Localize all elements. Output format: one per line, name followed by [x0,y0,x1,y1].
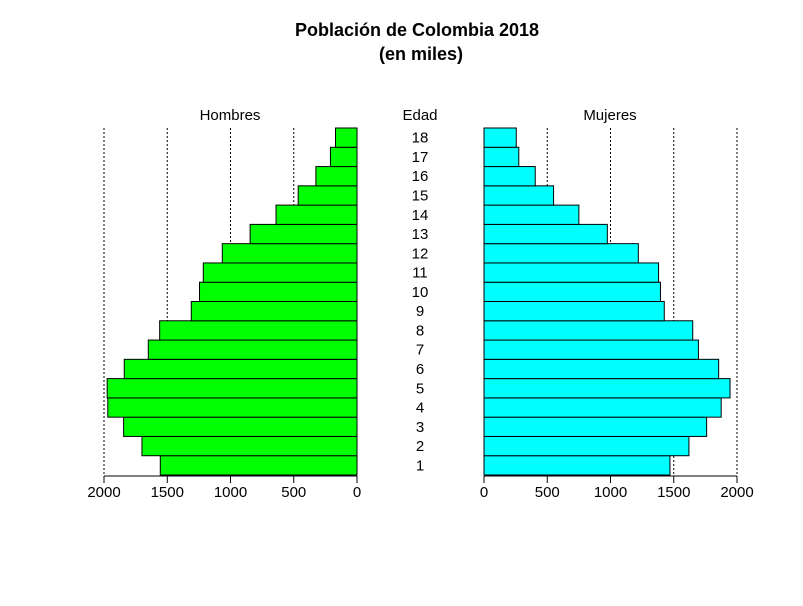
mujeres-bar-16 [483,166,536,187]
age-label-7: 7 [416,342,424,359]
hombres-bar-5 [106,378,358,399]
chart-subtitle: (en miles) [379,44,463,64]
hombres-bar-12 [221,243,358,264]
mujeres-bar-1 [483,455,671,476]
mujeres-bar-5 [483,378,731,399]
age-label-15: 15 [412,187,429,204]
mujeres-tick-label: 2000 [720,484,753,501]
hombres-bar-15 [297,185,358,206]
age-label-17: 17 [412,149,429,166]
hombres-tick-label: 500 [281,484,306,501]
hombres-bar-3 [123,416,358,437]
mujeres-bar-2 [483,435,690,457]
mujeres-bar-14 [483,204,580,225]
hombres-bar-6 [123,358,358,380]
mujeres-bars [483,127,731,476]
mujeres-bar-3 [483,416,708,437]
mujeres-tick-label: 500 [535,484,560,501]
hombres-bar-2 [141,435,358,457]
mujeres-bar-18 [483,127,517,148]
mujeres-bar-15 [483,185,555,206]
age-label-11: 11 [412,265,428,282]
mujeres-bar-11 [483,262,660,283]
hombres-bar-14 [275,204,358,225]
age-label-13: 13 [412,226,429,243]
age-label-14: 14 [412,207,429,224]
age-label-9: 9 [416,303,424,320]
mujeres-tick-label: 0 [480,484,488,501]
age-label-4: 4 [416,400,424,417]
mujeres-x-axis: 0 500 1000 1500 2000 [480,475,754,501]
age-label-2: 2 [416,438,424,455]
age-label-5: 5 [416,380,424,397]
hombres-bar-1 [159,455,358,476]
age-label-16: 16 [412,168,429,185]
hombres-bar-16 [315,166,358,187]
hombres-bar-13 [249,223,358,245]
age-label-6: 6 [416,361,424,378]
age-label-10: 10 [412,284,429,301]
hombres-panel-label: Hombres [200,107,261,124]
mujeres-bar-17 [483,146,520,168]
hombres-tick-label: 1500 [151,484,184,501]
mujeres-bar-12 [483,243,639,264]
hombres-bar-18 [334,127,358,148]
hombres-bar-11 [202,262,358,283]
mujeres-bar-9 [483,301,665,322]
hombres-bar-9 [190,301,358,322]
age-label-8: 8 [416,322,424,339]
hombres-bar-10 [199,281,358,303]
hombres-tick-label: 1000 [214,484,247,501]
edad-label: Edad [402,107,437,124]
mujeres-bar-8 [483,320,694,341]
mujeres-tick-label: 1500 [657,484,690,501]
hombres-bar-4 [107,397,358,418]
hombres-tick-label: 2000 [87,484,120,501]
hombres-x-axis: 0 500 1000 1500 2000 [87,475,361,501]
age-label-1: 1 [416,457,424,474]
mujeres-tick-label: 1000 [594,484,627,501]
mujeres-bar-4 [483,397,722,418]
mujeres-bar-13 [483,223,608,245]
mujeres-bar-10 [483,281,661,303]
age-label-18: 18 [412,130,429,147]
hombres-bar-8 [159,320,358,341]
age-label-3: 3 [416,419,424,436]
age-label-12: 12 [412,245,429,262]
mujeres-bar-6 [483,358,720,380]
hombres-bars [106,127,358,476]
mujeres-panel-label: Mujeres [583,107,636,124]
chart-title: Población de Colombia 2018 [295,20,539,40]
hombres-tick-label: 0 [353,484,361,501]
mujeres-bar-7 [483,339,699,360]
hombres-bar-17 [329,146,358,168]
hombres-bar-7 [147,339,358,360]
